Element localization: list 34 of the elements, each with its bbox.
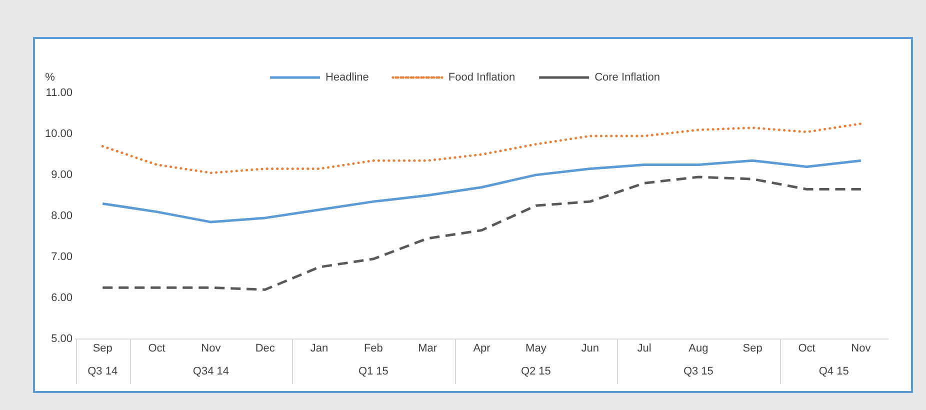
x-tick-label: Feb xyxy=(364,342,383,354)
x-tick-label: Sep xyxy=(742,342,762,354)
x-tick-label: Nov xyxy=(201,342,222,354)
x-tick-label: Aug xyxy=(688,342,708,354)
x-tick-label: Mar xyxy=(418,342,438,354)
x-tick-label: May xyxy=(526,342,547,354)
y-tick-label: 7.00 xyxy=(51,250,73,263)
legend-label: Headline xyxy=(326,72,369,84)
x-tick-label: Oct xyxy=(148,342,166,354)
text: Q34 14 xyxy=(192,366,229,378)
legend-label: Food Inflation xyxy=(448,72,516,84)
y-tick-label: 11.00 xyxy=(46,87,73,100)
y-axis-title: % xyxy=(45,72,56,84)
legend-label: Core Inflation xyxy=(594,72,660,84)
line-series xyxy=(101,122,862,174)
x-tick-label: Jul xyxy=(637,342,652,354)
x-tick-label: Jan xyxy=(310,342,328,354)
text: Q3 15 xyxy=(683,366,714,378)
y-tick-label: 10.00 xyxy=(44,128,73,140)
y-tick-label: 9.00 xyxy=(51,168,73,181)
line-series xyxy=(101,176,862,291)
text: Q4 15 xyxy=(818,366,849,378)
y-tick-label: 8.00 xyxy=(51,210,73,222)
y-tick-label: 6.00 xyxy=(51,292,73,304)
x-tick-label: Dec xyxy=(255,342,276,354)
x-tick-label: Nov xyxy=(851,342,872,354)
x-tick-label: Oct xyxy=(798,342,816,354)
y-tick-label: 5.00 xyxy=(51,332,73,345)
x-tick-label: Sep xyxy=(92,342,112,354)
text: Q2 15 xyxy=(520,366,551,378)
x-tick-label: Jun xyxy=(581,342,599,354)
x-tick-label: Apr xyxy=(473,342,491,354)
text: Q3 14 xyxy=(88,366,118,378)
text: Q1 15 xyxy=(358,366,388,378)
